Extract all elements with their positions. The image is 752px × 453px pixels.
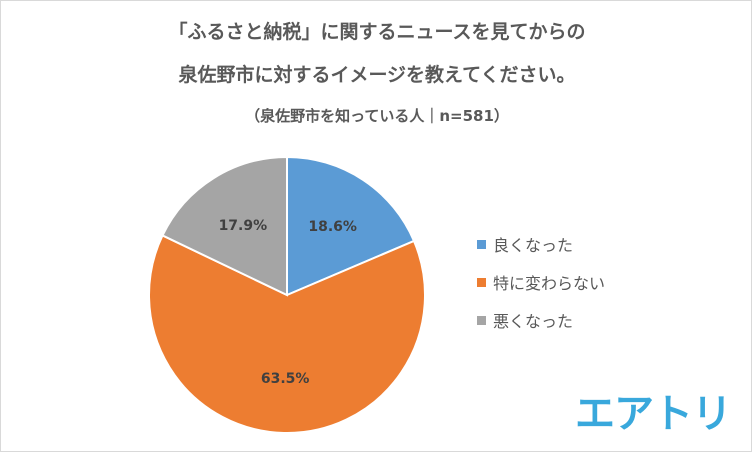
chart-subtitle: （泉佐野市を知っている人｜n=581） [245, 107, 509, 125]
chart-title-line-1: 「ふるさと納税」に関するニュースを見てからの [168, 21, 586, 43]
legend-label-good: 良くなった [493, 236, 574, 255]
airtrip-logo: エアトリ [575, 391, 732, 437]
legend-item-unchanged: 特に変わらない [477, 263, 605, 301]
legend-item-good: 良くなった [477, 225, 605, 263]
pie-slice-unchanged [148, 234, 426, 434]
legend-label-unchanged: 特に変わらない [493, 274, 606, 293]
data-label-good: 18.6% [308, 219, 357, 235]
legend: 良くなった 特に変わらない 悪くなった [477, 225, 605, 339]
pie-slice-good [286, 155, 416, 297]
legend-item-bad: 悪くなった [477, 301, 605, 339]
chart-title-line-2: 泉佐野市に対するイメージを教えてください。 [178, 64, 576, 86]
data-label-bad: 17.9% [219, 218, 268, 234]
legend-swatch-good [477, 239, 486, 249]
pie-slice-bad [161, 155, 288, 297]
legend-label-bad: 悪くなった [493, 312, 574, 331]
data-label-unchanged: 63.5% [261, 371, 310, 387]
legend-swatch-unchanged [477, 277, 486, 287]
legend-swatch-bad [477, 315, 486, 325]
